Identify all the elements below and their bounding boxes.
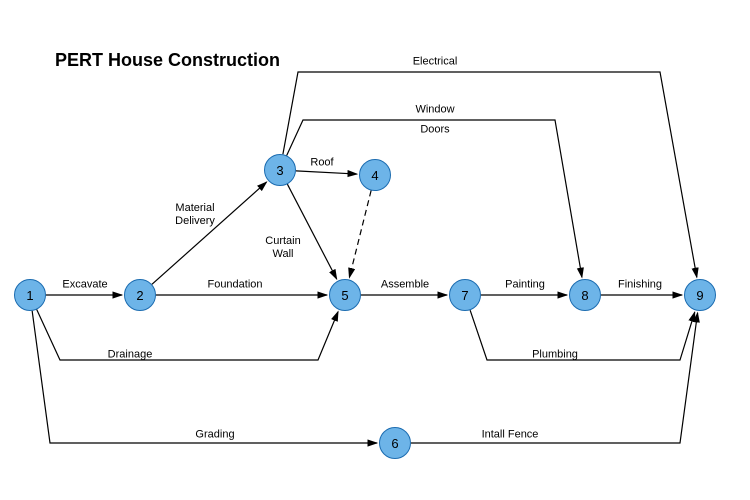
- edge-label-excavate: Excavate: [62, 278, 107, 291]
- edge-label-foundation: Foundation: [207, 278, 262, 291]
- edge-3-5: [287, 184, 336, 279]
- edge-label-doors: Doors: [420, 123, 449, 136]
- edge-label-material-delivery: MaterialDelivery: [175, 202, 215, 228]
- edge-3-9: [283, 72, 697, 277]
- edge-3-4: [296, 171, 357, 174]
- edge-3-8: [287, 120, 582, 277]
- edge-label-intall-fence: Intall Fence: [482, 428, 539, 441]
- edge-2-3: [152, 182, 267, 284]
- edge-1-6: [32, 311, 377, 443]
- node-6: 6: [379, 427, 411, 459]
- edge-1-5: [37, 310, 338, 360]
- node-3: 3: [264, 154, 296, 186]
- edge-label-drainage: Drainage: [108, 348, 153, 361]
- node-5: 5: [329, 279, 361, 311]
- node-9: 9: [684, 279, 716, 311]
- edge-label-plumbing: Plumbing: [532, 348, 578, 361]
- node-8: 8: [569, 279, 601, 311]
- edge-label-electrical: Electrical: [413, 55, 458, 68]
- edge-label-curtain-wall: CurtainWall: [265, 235, 300, 261]
- edge-label-painting: Painting: [505, 278, 545, 291]
- node-2: 2: [124, 279, 156, 311]
- edge-label-grading: Grading: [195, 428, 234, 441]
- edge-label-assemble: Assemble: [381, 278, 429, 291]
- node-7: 7: [449, 279, 481, 311]
- edges-layer: [0, 0, 750, 500]
- edge-6-9: [411, 313, 698, 443]
- edge-7-9: [470, 310, 695, 360]
- edge-label-roof: Roof: [310, 156, 333, 169]
- diagram-title: PERT House Construction: [55, 50, 280, 71]
- edge-4-5: [349, 191, 371, 278]
- edge-label-window: Window: [415, 103, 454, 116]
- edge-label-finishing: Finishing: [618, 278, 662, 291]
- node-4: 4: [359, 159, 391, 191]
- node-1: 1: [14, 279, 46, 311]
